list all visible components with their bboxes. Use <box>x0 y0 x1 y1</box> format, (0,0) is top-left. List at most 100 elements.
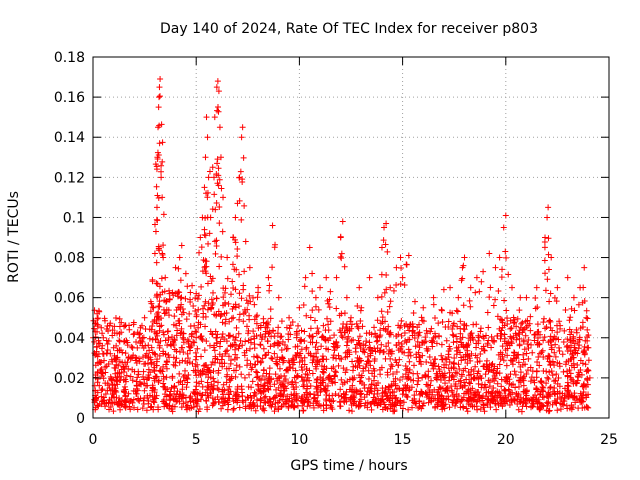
data-point <box>267 315 274 322</box>
data-point <box>570 354 577 361</box>
data-point <box>173 391 180 398</box>
y-tick-labels: 00.020.040.060.080.10.120.140.160.18 <box>54 50 85 427</box>
data-point <box>566 393 573 400</box>
data-point <box>327 288 334 295</box>
data-point <box>232 390 239 397</box>
data-point <box>140 334 147 341</box>
data-point <box>361 402 368 409</box>
data-point <box>239 397 246 404</box>
data-point <box>285 367 292 374</box>
data-point <box>250 328 257 335</box>
data-point <box>343 324 350 331</box>
data-point <box>380 237 387 244</box>
data-point <box>564 368 571 375</box>
data-point <box>552 335 559 342</box>
data-point <box>236 311 243 318</box>
data-point <box>459 275 466 282</box>
data-point <box>545 400 552 407</box>
data-point <box>259 372 266 379</box>
data-point <box>95 402 102 409</box>
data-point <box>337 386 344 393</box>
data-point <box>210 382 217 389</box>
data-point <box>552 353 559 360</box>
data-point <box>507 391 514 398</box>
data-point <box>265 274 272 281</box>
data-point <box>269 264 276 271</box>
data-point <box>169 374 176 381</box>
data-point <box>209 275 216 282</box>
data-point <box>220 294 227 301</box>
data-point <box>546 407 553 414</box>
data-point <box>257 342 264 349</box>
data-point <box>374 317 381 324</box>
data-point <box>445 348 452 355</box>
data-point <box>222 316 229 323</box>
data-point <box>362 400 369 407</box>
data-point <box>356 378 363 385</box>
data-point <box>563 343 570 350</box>
data-point <box>275 375 282 382</box>
data-point <box>159 250 166 257</box>
data-point <box>137 330 144 337</box>
data-point <box>185 355 192 362</box>
data-point <box>586 374 593 381</box>
data-point <box>476 334 483 341</box>
data-point <box>390 408 397 415</box>
data-point <box>270 395 277 402</box>
data-point <box>565 388 572 395</box>
data-point <box>525 336 532 343</box>
data-point <box>246 312 253 319</box>
data-point <box>534 304 541 311</box>
data-point <box>358 304 365 311</box>
data-point <box>293 332 300 339</box>
data-point <box>317 284 324 291</box>
data-point <box>584 366 591 373</box>
data-point <box>584 337 591 344</box>
data-point <box>285 331 292 338</box>
data-point <box>541 257 548 264</box>
data-point <box>208 305 215 312</box>
data-point <box>460 394 467 401</box>
data-point <box>188 333 195 340</box>
data-point <box>230 303 237 310</box>
data-point <box>285 357 292 364</box>
data-point <box>502 347 509 354</box>
data-point <box>354 364 361 371</box>
data-point <box>547 384 554 391</box>
data-point <box>176 370 183 377</box>
data-point <box>395 322 402 329</box>
data-point <box>263 351 270 358</box>
data-point <box>549 336 556 343</box>
data-point <box>170 342 177 349</box>
data-point <box>303 312 310 319</box>
data-point <box>224 406 231 413</box>
data-point <box>183 316 190 323</box>
data-point <box>467 371 474 378</box>
data-point <box>326 304 333 311</box>
data-point <box>252 361 259 368</box>
data-point <box>466 398 473 405</box>
data-point <box>347 318 354 325</box>
data-point <box>283 324 290 331</box>
data-point <box>98 387 105 394</box>
data-point <box>122 386 129 393</box>
data-point <box>385 383 392 390</box>
data-point <box>307 339 314 346</box>
data-point <box>134 406 141 413</box>
data-point <box>422 373 429 380</box>
data-point <box>401 282 408 289</box>
data-point <box>380 399 387 406</box>
data-point <box>452 381 459 388</box>
data-point <box>222 348 229 355</box>
data-point <box>116 369 123 376</box>
data-point <box>332 379 339 386</box>
data-point <box>133 359 140 366</box>
data-point <box>333 274 340 281</box>
data-point <box>564 336 571 343</box>
data-point <box>215 367 222 374</box>
data-point <box>162 386 169 393</box>
data-point <box>526 320 533 327</box>
data-point <box>137 324 144 331</box>
data-point <box>354 341 361 348</box>
data-point <box>467 284 474 291</box>
